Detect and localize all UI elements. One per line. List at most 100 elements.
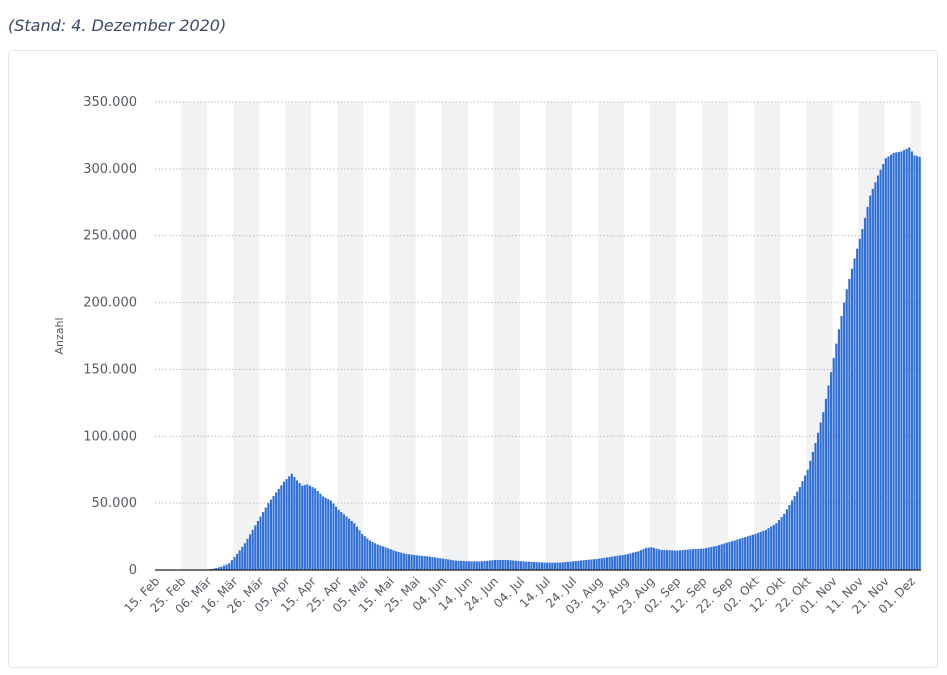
- bar[interactable]: [725, 542, 728, 570]
- bar[interactable]: [585, 559, 588, 570]
- bar[interactable]: [861, 229, 864, 570]
- bar[interactable]: [439, 558, 442, 570]
- bar[interactable]: [824, 398, 827, 570]
- bar[interactable]: [676, 550, 679, 570]
- bar[interactable]: [871, 188, 874, 570]
- bar[interactable]: [757, 532, 760, 570]
- bar[interactable]: [478, 561, 481, 570]
- bar[interactable]: [882, 163, 885, 570]
- bar[interactable]: [457, 560, 460, 570]
- bar[interactable]: [321, 496, 325, 570]
- bar[interactable]: [801, 481, 804, 570]
- bar[interactable]: [553, 562, 557, 570]
- bar[interactable]: [381, 546, 385, 570]
- bar[interactable]: [316, 491, 319, 570]
- bar[interactable]: [345, 516, 348, 570]
- bar[interactable]: [788, 504, 791, 570]
- bar[interactable]: [887, 156, 890, 570]
- bar[interactable]: [428, 556, 431, 570]
- bar[interactable]: [308, 485, 312, 570]
- bar[interactable]: [704, 548, 708, 570]
- bar[interactable]: [889, 154, 893, 570]
- bar[interactable]: [275, 492, 278, 570]
- bar[interactable]: [470, 561, 473, 570]
- bar[interactable]: [913, 155, 916, 570]
- bar[interactable]: [525, 561, 528, 570]
- bar[interactable]: [600, 558, 603, 570]
- bar[interactable]: [858, 238, 861, 570]
- bar[interactable]: [486, 560, 489, 570]
- bar[interactable]: [254, 525, 257, 570]
- bar[interactable]: [754, 533, 757, 570]
- bar[interactable]: [665, 550, 669, 570]
- bar[interactable]: [559, 562, 562, 570]
- bar[interactable]: [259, 516, 262, 570]
- bar[interactable]: [619, 555, 622, 570]
- bar[interactable]: [314, 488, 317, 570]
- bar[interactable]: [228, 563, 231, 570]
- bar[interactable]: [405, 553, 408, 570]
- bar[interactable]: [577, 560, 580, 570]
- bar[interactable]: [770, 526, 773, 570]
- bar[interactable]: [827, 385, 830, 570]
- bar[interactable]: [519, 561, 523, 570]
- bar[interactable]: [590, 559, 593, 570]
- bar[interactable]: [655, 548, 658, 570]
- bar[interactable]: [814, 442, 817, 570]
- bar[interactable]: [673, 550, 676, 571]
- bar[interactable]: [832, 357, 835, 570]
- bar[interactable]: [548, 562, 551, 570]
- bar[interactable]: [605, 557, 609, 570]
- bar[interactable]: [285, 479, 288, 570]
- bar[interactable]: [303, 485, 306, 570]
- bar[interactable]: [744, 537, 747, 570]
- bar[interactable]: [863, 217, 867, 570]
- bar[interactable]: [397, 551, 400, 570]
- bar[interactable]: [379, 545, 382, 570]
- bar[interactable]: [533, 561, 536, 570]
- bar[interactable]: [783, 513, 786, 570]
- bar[interactable]: [441, 558, 444, 570]
- bar[interactable]: [473, 561, 476, 570]
- bar[interactable]: [728, 541, 731, 570]
- bar[interactable]: [311, 487, 314, 570]
- bar[interactable]: [707, 547, 710, 570]
- bar[interactable]: [723, 543, 726, 570]
- bar[interactable]: [389, 549, 392, 570]
- bar[interactable]: [639, 550, 642, 570]
- bar[interactable]: [215, 567, 218, 570]
- bar[interactable]: [480, 561, 484, 570]
- bar[interactable]: [892, 152, 895, 570]
- bar[interactable]: [217, 567, 220, 570]
- bar[interactable]: [642, 549, 645, 570]
- bar[interactable]: [361, 533, 364, 570]
- bar[interactable]: [220, 566, 223, 570]
- bar[interactable]: [376, 544, 379, 570]
- bar[interactable]: [699, 548, 702, 570]
- bar[interactable]: [598, 558, 601, 570]
- bar[interactable]: [793, 496, 796, 570]
- bar[interactable]: [681, 550, 684, 570]
- bar[interactable]: [556, 562, 559, 570]
- bar[interactable]: [780, 516, 783, 570]
- bar[interactable]: [410, 554, 413, 570]
- bar[interactable]: [777, 520, 781, 570]
- bar[interactable]: [759, 531, 762, 570]
- bar[interactable]: [611, 556, 614, 570]
- bar[interactable]: [626, 553, 629, 570]
- bar[interactable]: [848, 278, 851, 570]
- bar[interactable]: [249, 534, 252, 570]
- bar[interactable]: [916, 156, 919, 570]
- bar[interactable]: [387, 548, 390, 570]
- bar[interactable]: [660, 549, 663, 570]
- bar[interactable]: [514, 560, 517, 570]
- bar[interactable]: [574, 561, 577, 570]
- bar[interactable]: [629, 553, 632, 570]
- bar[interactable]: [350, 520, 353, 570]
- bar[interactable]: [772, 524, 775, 570]
- bar[interactable]: [697, 548, 700, 570]
- bar[interactable]: [546, 562, 549, 570]
- bar[interactable]: [658, 549, 661, 570]
- bar[interactable]: [319, 493, 322, 570]
- bar[interactable]: [840, 315, 843, 570]
